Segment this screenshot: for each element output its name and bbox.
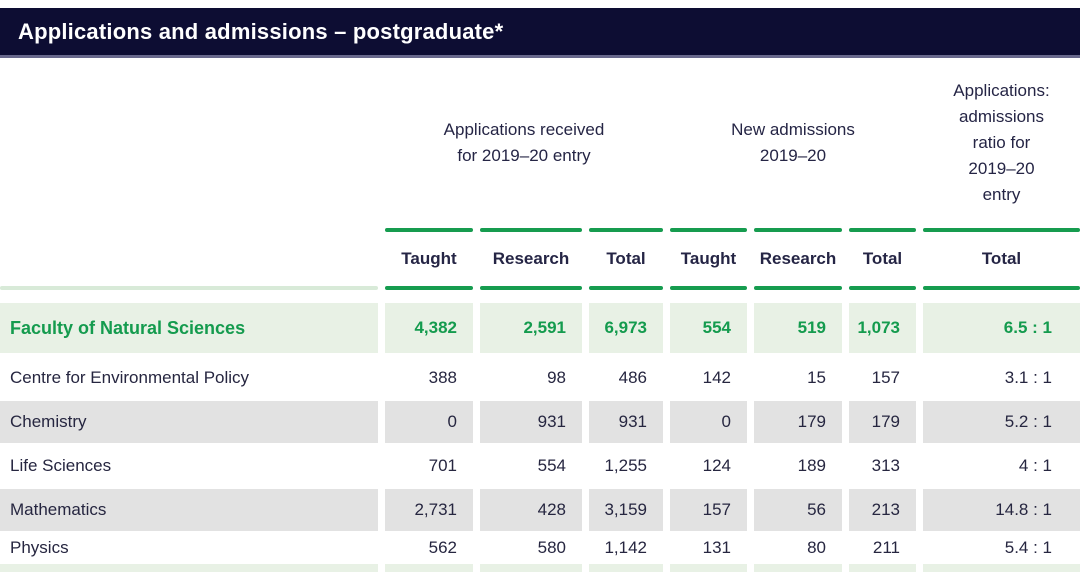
cell-apps-taught: 701 [385,445,473,487]
table-row-mathematics: Mathematics 2,731 428 3,159 157 56 213 1… [0,489,1080,531]
cell-ratio: 6.5 : 1 [923,303,1080,353]
column-rule [385,286,473,290]
cell-adm-taught: 124 [670,445,747,487]
cell-apps-total: 1,255 [589,445,663,487]
cell-apps-taught: 2,731 [385,489,473,531]
subheader-ratio-total: Total [981,249,1022,268]
cell-adm-taught: 0 [670,401,747,443]
cell-ratio: 5.2 : 1 [923,401,1080,443]
subheader-apps-taught: Taught [401,249,457,268]
subheader-apps-total: Total [606,249,646,268]
cell-apps-taught: 388 [385,357,473,399]
table-row-cutoff [0,564,1080,572]
cell-apps-research: 98 [480,357,582,399]
cell-adm-research: 56 [754,489,842,531]
cutoff-cell [754,564,842,572]
cell-ratio: 14.8 : 1 [923,489,1080,531]
cutoff-cell [0,564,378,572]
column-rule-pale [0,286,378,290]
cutoff-cell [849,564,916,572]
row-label: Centre for Environmental Policy [0,357,378,399]
page-title: Applications and admissions – postgradua… [18,18,504,44]
column-rule [923,286,1080,290]
cell-adm-total: 211 [849,533,916,562]
cell-adm-total: 157 [849,357,916,399]
column-rule [589,286,663,290]
column-rule [754,228,842,232]
cell-apps-taught: 4,382 [385,303,473,353]
table-row-physics: Physics 562 580 1,142 131 80 211 5.4 : 1 [0,533,1080,562]
column-rule [670,228,747,232]
cell-apps-research: 428 [480,489,582,531]
cell-adm-taught: 142 [670,357,747,399]
column-rule [480,286,582,290]
top-spacer [0,0,1080,8]
row-label: Mathematics [0,489,378,531]
subheader-row: Taught Research Total Taught Research To… [0,232,1080,286]
cell-adm-research: 80 [754,533,842,562]
cell-adm-taught: 131 [670,533,747,562]
cell-adm-total: 1,073 [849,303,916,353]
column-rule [923,228,1080,232]
subheader-top-rules [0,228,1080,232]
table-row-faculty-total: Faculty of Natural Sciences 4,382 2,591 … [0,303,1080,353]
cell-apps-research: 554 [480,445,582,487]
cutoff-cell [480,564,582,572]
cutoff-cell [670,564,747,572]
table-row-chemistry: Chemistry 0 931 931 0 179 179 5.2 : 1 [0,401,1080,443]
group-header-new-admissions: New admissions 2019–20 [731,120,855,165]
cell-adm-taught: 157 [670,489,747,531]
subheader-adm-total: Total [862,249,903,268]
cell-apps-research: 2,591 [480,303,582,353]
cell-apps-research: 931 [480,401,582,443]
subheader-adm-research: Research [759,249,837,268]
cutoff-cell [385,564,473,572]
table-row-environmental-policy: Centre for Environmental Policy 388 98 4… [0,357,1080,399]
column-rule [480,228,582,232]
row-label: Life Sciences [0,445,378,487]
subheader-adm-taught: Taught [680,249,737,268]
column-group-header-row: Applications received for 2019–20 entry … [0,58,1080,228]
cell-apps-total: 486 [589,357,663,399]
cell-adm-total: 313 [849,445,916,487]
cell-adm-research: 15 [754,357,842,399]
title-bar: Applications and admissions – postgradua… [0,8,1080,58]
group-header-applications-received: Applications received for 2019–20 entry [443,120,605,165]
cell-apps-total: 931 [589,401,663,443]
table-row-life-sciences: Life Sciences 701 554 1,255 124 189 313 … [0,445,1080,487]
cell-ratio: 5.4 : 1 [923,533,1080,562]
cell-ratio: 4 : 1 [923,445,1080,487]
cell-apps-total: 1,142 [589,533,663,562]
cell-adm-total: 213 [849,489,916,531]
column-rule [589,228,663,232]
cell-adm-research: 519 [754,303,842,353]
row-label: Physics [0,533,378,562]
cell-apps-total: 3,159 [589,489,663,531]
row-label: Faculty of Natural Sciences [0,303,378,353]
cell-apps-research: 580 [480,533,582,562]
cell-adm-total: 179 [849,401,916,443]
cell-ratio: 3.1 : 1 [923,357,1080,399]
subheader-bottom-rules [0,286,1080,290]
column-rule [385,228,473,232]
cell-adm-taught: 554 [670,303,747,353]
subheader-apps-research: Research [492,249,570,268]
column-rule [849,228,916,232]
column-rule [754,286,842,290]
cutoff-cell [923,564,1080,572]
cell-apps-taught: 0 [385,401,473,443]
cell-adm-research: 189 [754,445,842,487]
cell-apps-total: 6,973 [589,303,663,353]
cutoff-cell [589,564,663,572]
column-rule [849,286,916,290]
column-rule [670,286,747,290]
cell-adm-research: 179 [754,401,842,443]
row-label: Chemistry [0,401,378,443]
group-header-ratio: Applications: admissions ratio for 2019–… [953,81,1050,204]
cell-apps-taught: 562 [385,533,473,562]
